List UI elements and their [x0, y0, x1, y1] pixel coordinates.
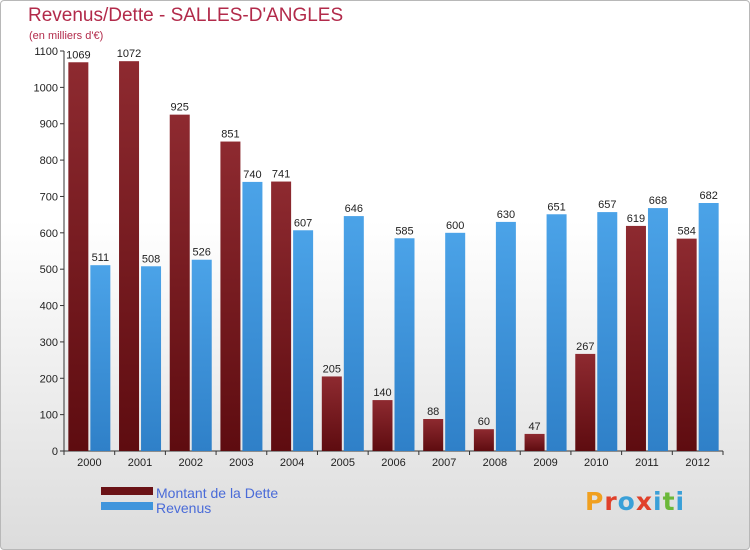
- x-tick-label: 2003: [229, 457, 253, 469]
- y-tick-label: 1100: [34, 46, 58, 58]
- x-tick-label: 2010: [584, 457, 608, 469]
- bar-revenus: [546, 214, 567, 451]
- chart-subtitle: (en milliers d'€): [29, 30, 104, 42]
- x-tick-label: 2005: [331, 457, 355, 469]
- chart-title: Revenus/Dette - SALLES-D'ANGLES: [28, 5, 344, 26]
- bar-dette: [524, 433, 545, 451]
- value-label: 651: [547, 201, 565, 213]
- x-tick-label: 2004: [280, 457, 304, 469]
- bar-revenus: [647, 208, 668, 451]
- value-label: 607: [294, 217, 312, 229]
- x-tick-label: 2000: [77, 457, 101, 469]
- bar-revenus: [242, 181, 263, 451]
- x-tick-label: 2002: [178, 457, 202, 469]
- value-label: 205: [323, 363, 341, 375]
- x-tick-label: 2011: [635, 457, 659, 469]
- bar-revenus: [394, 238, 415, 451]
- value-label: 267: [576, 341, 594, 353]
- legend-swatch-revenus: [101, 502, 153, 510]
- value-label: 646: [345, 203, 363, 215]
- bar-dette: [68, 62, 89, 451]
- bar-dette: [575, 353, 596, 451]
- y-tick-label: 800: [40, 155, 58, 167]
- y-tick-label: 400: [40, 301, 58, 313]
- value-label: 668: [649, 195, 667, 207]
- value-label: 630: [497, 209, 515, 221]
- bar-dette: [423, 419, 444, 451]
- bar-dette: [372, 400, 393, 451]
- x-tick-label: 2009: [533, 457, 557, 469]
- y-tick-label: 0: [52, 446, 58, 458]
- x-tick-label: 2006: [381, 457, 405, 469]
- bar-revenus: [495, 221, 516, 451]
- value-label: 1069: [66, 49, 90, 61]
- bar-dette: [321, 376, 342, 451]
- value-label: 682: [699, 190, 717, 202]
- value-label: 511: [92, 252, 110, 264]
- value-label: 851: [221, 129, 239, 141]
- value-label: 526: [193, 247, 211, 259]
- y-tick-label: 700: [40, 191, 58, 203]
- value-label: 140: [373, 387, 391, 399]
- value-label: 657: [598, 199, 616, 211]
- value-label: 584: [677, 226, 695, 238]
- bar-dette: [473, 429, 494, 451]
- legend-label-revenus: Revenus: [156, 500, 212, 516]
- value-label: 585: [395, 225, 413, 237]
- bar-revenus: [597, 212, 618, 451]
- legend-swatch-dette: [101, 487, 153, 495]
- legend-label-dette: Montant de la Dette: [156, 485, 279, 501]
- bar-revenus: [445, 232, 466, 451]
- y-tick-label: 200: [40, 373, 58, 385]
- y-tick-label: 500: [40, 264, 58, 276]
- bar-dette: [220, 141, 241, 451]
- bar-revenus: [293, 230, 314, 451]
- x-tick-label: 2008: [483, 457, 507, 469]
- value-label: 88: [427, 406, 439, 418]
- y-tick-label: 600: [40, 228, 58, 240]
- value-label: 740: [243, 169, 261, 181]
- bar-dette: [676, 238, 697, 451]
- value-label: 60: [478, 416, 490, 428]
- bar-revenus: [141, 266, 162, 451]
- bar-revenus: [191, 259, 212, 451]
- y-tick-label: 300: [40, 337, 58, 349]
- x-tick-label: 2012: [685, 457, 709, 469]
- value-label: 925: [171, 102, 189, 114]
- x-tick-label: 2007: [432, 457, 456, 469]
- value-label: 47: [528, 421, 540, 433]
- chart-bars: [68, 61, 719, 452]
- value-label: 600: [446, 220, 464, 232]
- value-label: 619: [627, 213, 645, 225]
- bar-dette: [119, 61, 140, 451]
- bar-dette: [169, 114, 190, 452]
- proxiti-logo: Proxiti: [585, 487, 686, 516]
- x-tick-label: 2001: [128, 457, 152, 469]
- y-tick-label: 900: [40, 119, 58, 131]
- bar-revenus: [343, 216, 364, 451]
- bar-revenus: [90, 265, 111, 451]
- value-label: 1072: [117, 48, 141, 60]
- value-label: 741: [272, 169, 290, 181]
- chart-value-labels: 1069 1072 925 851 741 205 140 88 60 47 267 619 584 51…: [66, 48, 718, 433]
- y-tick-label: 100: [40, 410, 58, 422]
- bar-revenus: [698, 203, 719, 451]
- bar-dette: [271, 181, 292, 451]
- value-label: 508: [142, 253, 160, 265]
- bar-dette: [625, 225, 646, 451]
- y-tick-label: 1000: [34, 82, 58, 94]
